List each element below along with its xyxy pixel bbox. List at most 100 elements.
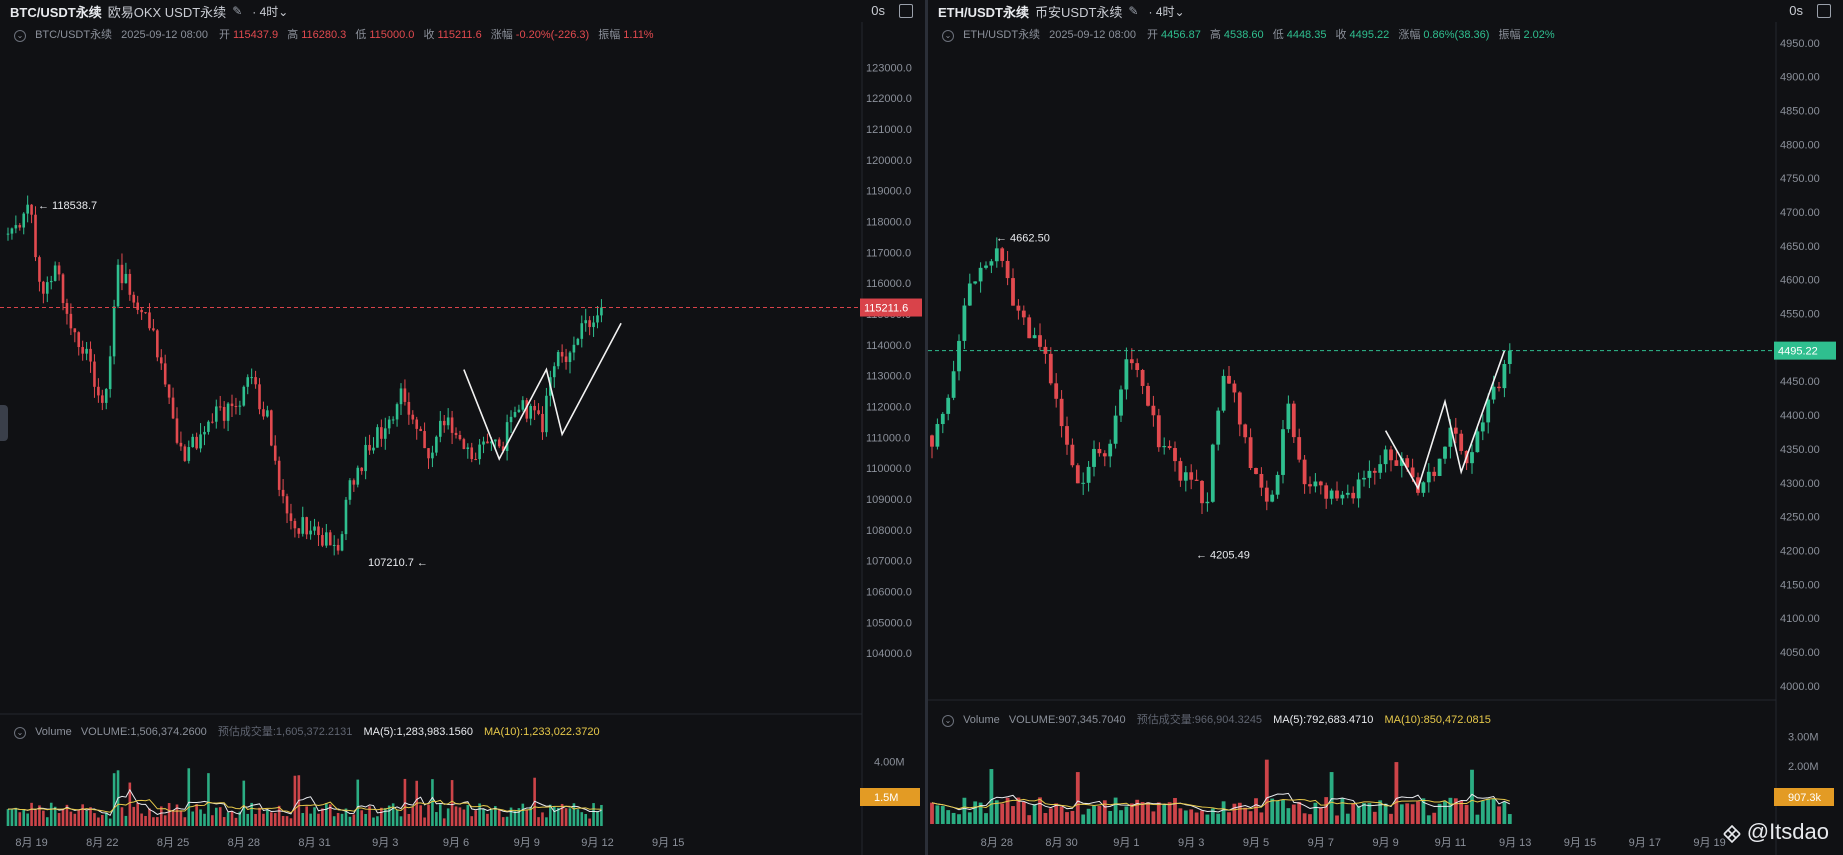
btc-chart-panel[interactable]: BTC/USDT永续 欧易OKX USDT永续 ✎ · 4时⌄ 0s ⌄ BTC…	[0, 0, 925, 855]
candle-body	[552, 366, 556, 378]
eth-candlestick-chart[interactable]: 4950.00 4900.00 4850.00 4800.00 4750.00 4700.…	[928, 0, 1843, 855]
candle-body	[1151, 405, 1156, 416]
candle-body	[226, 403, 230, 421]
open-label: 开	[1147, 29, 1159, 41]
volume-bar	[120, 807, 124, 826]
volume-bar	[391, 803, 395, 826]
volume-bar	[989, 769, 994, 824]
candle-body	[1329, 490, 1334, 499]
candle-body	[1281, 429, 1285, 475]
volume-bar	[1410, 804, 1415, 824]
candle-body	[1108, 443, 1113, 457]
candle-body	[1389, 449, 1393, 461]
volume-bar	[486, 813, 489, 826]
candle-body	[136, 302, 139, 310]
candle-body	[1054, 383, 1059, 399]
volume-bar	[517, 808, 521, 826]
volume-bar	[1335, 815, 1339, 824]
candle-body	[556, 352, 560, 367]
volume-bar	[325, 803, 328, 826]
volume-bar	[1286, 808, 1291, 824]
candle-body	[183, 446, 187, 461]
volume-bar	[262, 813, 265, 826]
current-price-label: 4495.22	[1778, 346, 1818, 358]
chevron-down-icon[interactable]: ⌄	[942, 30, 954, 42]
price-axis-label: 4400.00	[1780, 410, 1820, 422]
candle-body	[501, 446, 505, 452]
candle-body	[30, 204, 33, 215]
volume-bar	[501, 817, 505, 826]
volume-estimate: 预估成交量:966,904.3245	[1136, 714, 1263, 726]
volume-bar	[474, 810, 477, 826]
candle-body	[387, 419, 391, 429]
candle-body	[509, 416, 513, 423]
volume-bar	[1005, 797, 1010, 824]
candle-body	[497, 439, 501, 447]
candle-body	[984, 265, 988, 268]
date-axis-label: 8月 25	[157, 837, 189, 849]
volume-bar	[1135, 799, 1140, 824]
chevron-down-icon[interactable]: ⌄	[942, 715, 954, 727]
candle-body	[214, 406, 218, 422]
candle-body	[234, 406, 238, 408]
candle-body	[132, 294, 136, 303]
expand-icon[interactable]	[899, 4, 913, 18]
candle-body	[1086, 466, 1091, 483]
candle-body	[490, 441, 493, 444]
volume-bar	[1065, 812, 1069, 824]
volume-bar	[1048, 808, 1053, 824]
candle-body	[978, 267, 983, 282]
volume-bar	[26, 813, 29, 826]
expand-icon[interactable]	[1817, 4, 1831, 18]
volume-bar	[478, 803, 481, 826]
date-axis-label: 9月 12	[581, 837, 613, 849]
chevron-down-icon[interactable]: ⌄	[14, 30, 26, 42]
volume-bar	[156, 817, 159, 826]
sidebar-toggle-handle[interactable]	[0, 405, 8, 441]
candle-body	[325, 532, 328, 546]
candle-body	[376, 427, 379, 448]
candle-body	[446, 417, 450, 426]
volume-bar	[509, 807, 513, 826]
volume-bar	[556, 807, 560, 826]
btc-candlestick-chart[interactable]: 123000.0 122000.0 121000.0 120000.0 119000.0…	[0, 0, 925, 855]
eth-chart-panel[interactable]: ETH/USDT永续 币安USDT永续 ✎ · 4时⌄ 0s ⌄ ETH/USD…	[928, 0, 1843, 855]
candle-body	[258, 384, 261, 410]
date-axis-label: 8月 30	[1045, 837, 1077, 849]
edit-icon[interactable]: ✎	[232, 4, 243, 18]
candle-body	[994, 248, 999, 262]
btc-timeframe-selector[interactable]: · 4时⌄	[252, 4, 289, 19]
candle-body	[222, 407, 226, 421]
volume-bar	[1124, 806, 1129, 824]
price-axis-label: 4750.00	[1780, 173, 1820, 185]
volume-bar	[344, 808, 348, 826]
candle-body	[81, 347, 84, 354]
candle-body	[1011, 278, 1015, 306]
volume-bar	[572, 803, 576, 826]
volume-bar	[1194, 812, 1199, 824]
candle-body	[435, 436, 438, 453]
candle-body	[167, 384, 171, 398]
candle-body	[1194, 479, 1199, 481]
volume-bar	[336, 812, 340, 826]
candle-body	[46, 282, 49, 294]
candle-body	[116, 264, 120, 307]
volume-bar	[211, 815, 214, 826]
eth-symbol[interactable]: ETH/USDT永续	[938, 4, 1030, 20]
volume-title: Volume	[963, 714, 1000, 726]
candle-body	[1021, 310, 1026, 318]
panel-divider[interactable]	[925, 0, 928, 855]
volume-bar	[1043, 813, 1048, 824]
amp-value: 1.11%	[623, 29, 654, 41]
btc-symbol[interactable]: BTC/USDT永续	[10, 4, 102, 20]
volume-bar	[423, 817, 426, 826]
volume-bar	[376, 816, 379, 826]
volume-bar	[1227, 812, 1231, 824]
candle-body	[442, 420, 446, 426]
chevron-down-icon[interactable]: ⌄	[14, 727, 26, 739]
eth-timeframe-selector[interactable]: · 4时⌄	[1148, 4, 1185, 19]
date-axis-label: 9月 9	[1372, 837, 1398, 849]
volume-bar	[411, 806, 415, 826]
edit-icon[interactable]: ✎	[1128, 4, 1139, 18]
candle-body	[1124, 359, 1129, 390]
